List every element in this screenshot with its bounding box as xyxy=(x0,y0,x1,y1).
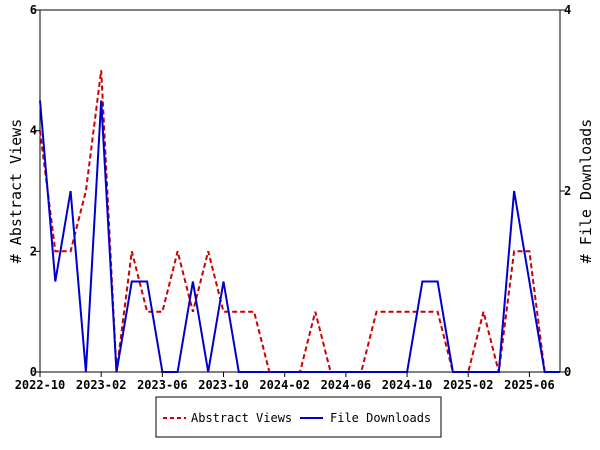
left-axis-tick-label: 2 xyxy=(30,244,37,258)
x-axis-tick-label: 2024-06 xyxy=(321,378,372,392)
legend-label-file-downloads: File Downloads xyxy=(330,411,431,425)
left-axis: 0 2 4 6 xyxy=(30,3,40,379)
right-axis: 0 2 4 xyxy=(560,3,571,379)
x-axis-tick-label: 2024-02 xyxy=(259,378,310,392)
right-axis-title: # File Downloads xyxy=(577,119,595,264)
left-axis-title: # Abstract Views xyxy=(7,119,25,264)
legend-box xyxy=(155,396,442,438)
right-axis-tick-label: 2 xyxy=(564,184,571,198)
right-axis-tick-label: 4 xyxy=(564,3,571,17)
legend-label-abstract-views: Abstract Views xyxy=(191,411,292,425)
left-axis-tick-label: 6 xyxy=(30,3,37,17)
plot-frame xyxy=(39,9,561,373)
series-line-file-downloads xyxy=(39,100,560,373)
right-axis-tick-label: 0 xyxy=(564,365,571,379)
x-axis: 2022-10 2023-02 2023-06 2023-10 2024-02 2024-… xyxy=(15,372,555,392)
x-axis-tick-label: 2025-06 xyxy=(504,378,555,392)
x-axis-tick-label: 2022-10 xyxy=(15,378,66,392)
left-axis-tick-label: 4 xyxy=(30,124,37,138)
series-layer xyxy=(39,70,560,373)
x-axis-tick-label: 2023-10 xyxy=(198,378,249,392)
x-axis-tick-label: 2025-02 xyxy=(443,378,494,392)
legend: Abstract Views File Downloads xyxy=(155,396,442,438)
plot-area xyxy=(39,9,561,373)
x-axis-tick-label: 2023-02 xyxy=(76,378,127,392)
x-axis-tick-label: 2024-10 xyxy=(382,378,433,392)
x-axis-tick-label: 2023-06 xyxy=(137,378,188,392)
left-axis-tick-label: 0 xyxy=(30,365,37,379)
